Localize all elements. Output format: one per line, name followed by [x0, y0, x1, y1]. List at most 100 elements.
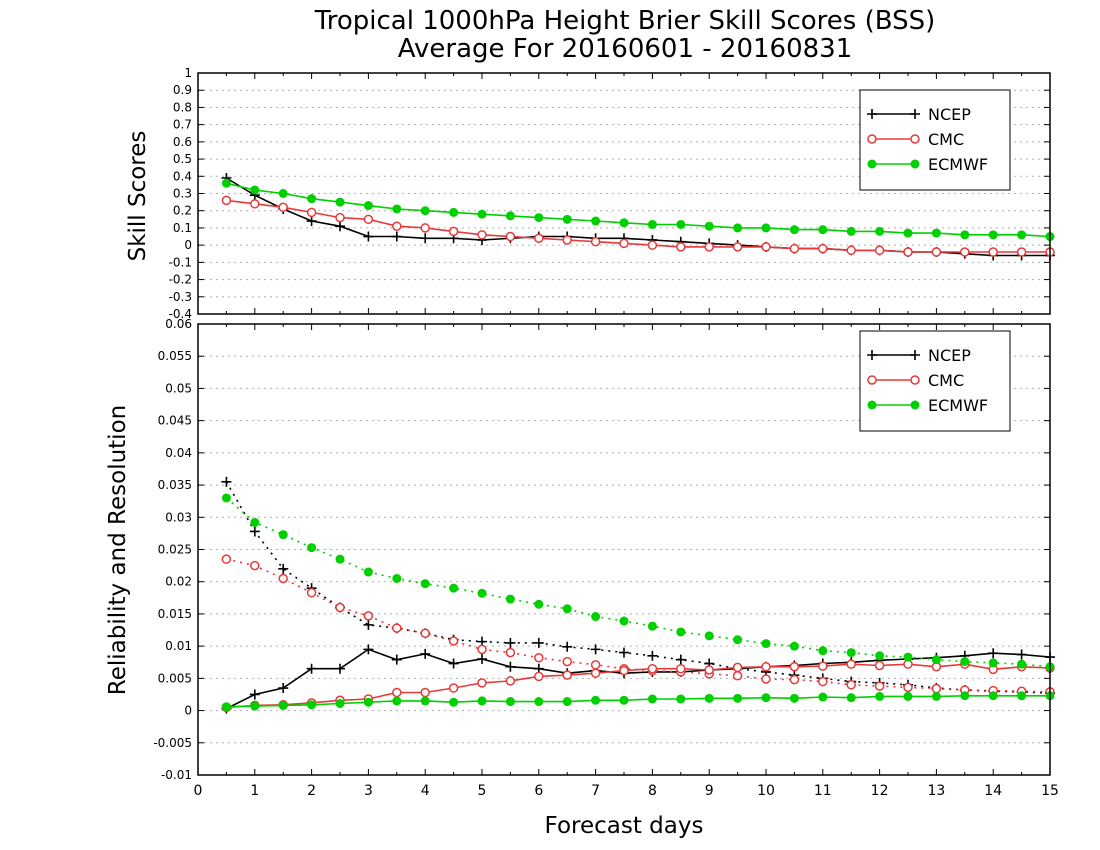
x-tick-label: 13 [927, 783, 945, 799]
data-point-cmc [250, 199, 260, 209]
data-point-ecmwf [647, 621, 657, 631]
legend-box [859, 330, 1011, 432]
data-point-ncep [988, 648, 999, 659]
data-point-cmc [505, 647, 516, 658]
data-point-cmc [761, 662, 771, 672]
data-point-cmc [789, 243, 800, 254]
data-point-ecmwf [846, 693, 856, 703]
data-point-ncep [391, 231, 402, 242]
data-point-ecmwf [420, 696, 430, 706]
y-tick-label: 0.2 [173, 204, 192, 218]
x-tick-label: 9 [705, 783, 714, 799]
skill-scores-panel: -0.4 -0.3 -0.2 -0.1 0 0.1 0.2 0.3 0.4 0.5 0.6 0.7 0.… [169, 66, 1055, 321]
data-point-cmc [392, 623, 402, 633]
data-point-cmc [448, 226, 459, 237]
data-point-cmc [846, 659, 856, 669]
data-point-ecmwf [534, 213, 544, 223]
data-point-cmc [477, 644, 487, 655]
data-point-cmc [534, 233, 544, 244]
data-point-ecmwf [875, 691, 885, 701]
data-point-ecmwf [960, 657, 970, 667]
data-point-ncep [562, 641, 573, 652]
series-line-cmc-solid [226, 663, 1051, 709]
data-point-ecmwf [875, 651, 885, 661]
data-point-cmc [761, 242, 771, 252]
data-point-ecmwf [818, 225, 828, 235]
data-point-ecmwf [335, 554, 345, 564]
y-tick-label: 0.055 [158, 349, 192, 363]
reliability-resolution-panel: -0.01 -0.005 0 0.005 0.01 0.015 0.02 0.025 0.03 0… [153, 317, 1059, 799]
data-point-cmc [306, 587, 317, 598]
legend: NCEP CMC ECMWF [859, 89, 1011, 191]
y-tick-label: -0.1 [169, 255, 192, 269]
data-point-cmc [363, 611, 374, 621]
data-point-cmc [704, 665, 714, 675]
data-point-cmc [562, 235, 572, 245]
data-point-cmc [477, 230, 487, 240]
y-tick-label: 0.025 [158, 543, 192, 557]
y-tick-label: -0.2 [169, 273, 192, 287]
data-point-cmc [903, 247, 913, 257]
legend-marker [867, 159, 877, 169]
x-tick-label: 1 [250, 783, 259, 799]
legend-marker [867, 375, 877, 385]
series-line-ecmwf-dotted [225, 497, 1051, 668]
data-point-ncep [363, 619, 374, 630]
data-point-cmc [534, 671, 544, 682]
data-point-cmc [818, 243, 828, 254]
y-tick-label: 1 [184, 66, 192, 80]
data-point-ncep [363, 644, 374, 655]
data-point-ecmwf [818, 646, 828, 656]
data-point-ncep [221, 476, 232, 487]
data-point-cmc [732, 242, 743, 252]
y-tick-label: -0.3 [169, 290, 192, 304]
y-tick-label: 0.03 [165, 510, 192, 524]
y-tick-label: 0.7 [173, 118, 192, 132]
data-point-cmc [732, 662, 743, 673]
data-point-ecmwf [931, 655, 941, 665]
data-point-ecmwf [761, 693, 771, 703]
data-point-ecmwf [818, 692, 828, 702]
data-point-ecmwf [704, 693, 714, 703]
data-point-ecmwf [761, 639, 771, 649]
data-point-ecmwf [960, 691, 970, 701]
data-point-ncep [420, 233, 431, 244]
data-point-ncep [505, 661, 516, 672]
y-tick-label: 0.9 [173, 83, 192, 97]
data-point-ecmwf [647, 219, 657, 229]
data-point-cmc [761, 674, 771, 684]
data-point-cmc [221, 554, 232, 564]
data-point-ecmwf [619, 616, 629, 626]
legend-marker [910, 400, 920, 410]
data-point-ecmwf [363, 201, 373, 211]
data-point-ecmwf [250, 701, 260, 711]
data-point-ecmwf [562, 214, 572, 224]
data-point-ecmwf [278, 530, 288, 540]
legend-label-ecmwf: ECMWF [928, 396, 988, 415]
data-point-ecmwf [307, 700, 317, 710]
data-point-ecmwf [591, 612, 601, 622]
data-point-cmc [931, 247, 942, 257]
data-point-ecmwf [789, 693, 799, 703]
data-point-cmc [931, 683, 942, 694]
data-point-ncep [335, 663, 345, 674]
data-point-ecmwf [449, 697, 459, 707]
data-point-ncep [249, 526, 260, 537]
data-point-ecmwf [704, 631, 714, 641]
y-tick-label: -0.005 [153, 736, 192, 750]
legend-marker [910, 159, 920, 169]
data-point-ecmwf [676, 627, 686, 637]
data-point-cmc [534, 652, 544, 663]
y-tick-label: 0.06 [165, 317, 192, 331]
y-tick-label: 0.02 [165, 575, 192, 589]
data-point-cmc [420, 223, 430, 233]
x-tick-label: 0 [194, 783, 203, 799]
data-point-ncep [278, 683, 289, 694]
data-point-ecmwf [221, 178, 231, 188]
series-line-cmc-dotted [226, 558, 1051, 693]
data-point-ecmwf [903, 691, 913, 701]
data-point-ecmwf [505, 594, 515, 604]
data-point-cmc [590, 660, 601, 670]
data-point-ncep [647, 650, 658, 661]
data-point-ncep [278, 563, 289, 574]
